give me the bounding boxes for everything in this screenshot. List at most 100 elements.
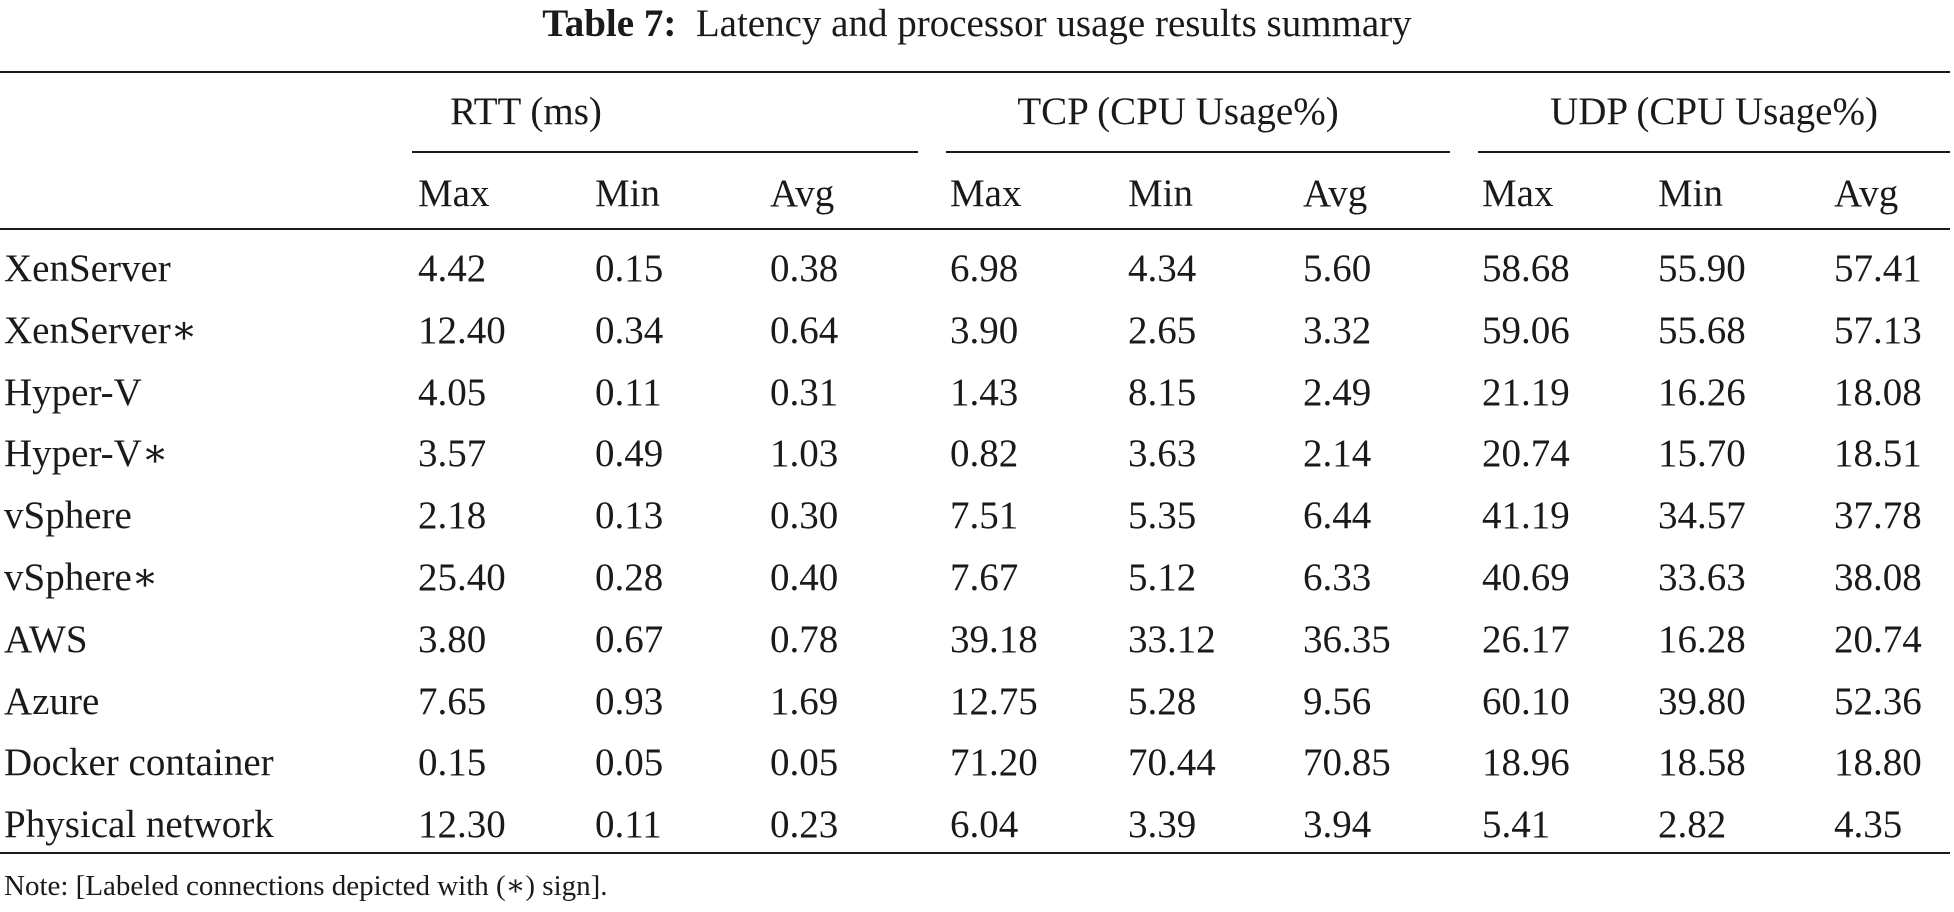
table-cell: 1.43 — [950, 371, 1019, 414]
group-header-3: UDP (CPU Usage%) — [1550, 90, 1878, 133]
table-cell: 15.70 — [1658, 432, 1746, 475]
row-label: Azure — [4, 680, 100, 723]
table-cell: 36.35 — [1303, 618, 1391, 661]
row-label: vSphere — [4, 494, 132, 537]
table-cell: 39.80 — [1658, 680, 1746, 723]
table-cell: 7.65 — [418, 680, 487, 723]
bottom-rule — [0, 852, 1950, 854]
column-header-6: Avg — [1303, 172, 1368, 215]
table-cell: 4.42 — [418, 247, 487, 290]
table-cell: 20.74 — [1834, 618, 1922, 661]
table-cell: 18.58 — [1658, 741, 1746, 784]
top-rule — [0, 71, 1950, 73]
row-label: Docker container — [4, 741, 274, 784]
table-cell: 0.23 — [770, 803, 839, 846]
column-header-7: Max — [1482, 172, 1554, 215]
table-cell: 0.05 — [770, 741, 839, 784]
table-cell: 9.56 — [1303, 680, 1372, 723]
table-cell: 3.39 — [1128, 803, 1197, 846]
table-cell: 0.64 — [770, 309, 839, 352]
column-header-4: Max — [950, 172, 1022, 215]
table-cell: 0.82 — [950, 432, 1019, 475]
table-cell: 6.44 — [1303, 494, 1372, 537]
table-cell: 5.60 — [1303, 247, 1372, 290]
table-cell: 33.12 — [1128, 618, 1216, 661]
table-cell: 6.33 — [1303, 556, 1372, 599]
table-cell: 0.38 — [770, 247, 839, 290]
table-cell: 55.90 — [1658, 247, 1746, 290]
table-cell: 0.67 — [595, 618, 664, 661]
table-cell: 33.63 — [1658, 556, 1746, 599]
table-cell: 0.05 — [595, 741, 664, 784]
table-cell: 0.78 — [770, 618, 839, 661]
table-cell: 5.41 — [1482, 803, 1551, 846]
table-cell: 2.49 — [1303, 371, 1372, 414]
table-cell: 16.26 — [1658, 371, 1746, 414]
table-cell: 0.15 — [595, 247, 664, 290]
row-label: Hyper-V — [4, 371, 142, 414]
table-cell: 39.18 — [950, 618, 1038, 661]
table-cell: 1.69 — [770, 680, 839, 723]
group-rule-1 — [412, 151, 918, 153]
table-caption-text: Latency and processor usage results summ… — [695, 2, 1412, 45]
row-label: AWS — [4, 618, 88, 661]
table-cell: 7.51 — [950, 494, 1019, 537]
table-cell: 0.40 — [770, 556, 839, 599]
table-cell: 0.13 — [595, 494, 664, 537]
column-header-1: Max — [418, 172, 490, 215]
row-label: Hyper-V∗ — [4, 432, 169, 475]
table-cell: 0.28 — [595, 556, 664, 599]
table-cell: 12.30 — [418, 803, 506, 846]
table-note: Note: [Labeled connections depicted with… — [4, 870, 608, 902]
header-rule — [0, 228, 1950, 230]
table-cell: 5.28 — [1128, 680, 1197, 723]
table-cell: 37.78 — [1834, 494, 1922, 537]
table-cell: 12.40 — [418, 309, 506, 352]
table-cell: 12.75 — [950, 680, 1038, 723]
table-cell: 0.93 — [595, 680, 664, 723]
table-cell: 3.90 — [950, 309, 1019, 352]
table-cell: 0.49 — [595, 432, 664, 475]
table-cell: 21.19 — [1482, 371, 1570, 414]
table-cell: 5.12 — [1128, 556, 1197, 599]
table-cell: 16.28 — [1658, 618, 1746, 661]
table-cell: 3.57 — [418, 432, 487, 475]
table-cell: 3.32 — [1303, 309, 1372, 352]
column-header-5: Min — [1128, 172, 1194, 215]
table-cell: 3.94 — [1303, 803, 1372, 846]
table-cell: 2.14 — [1303, 432, 1372, 475]
row-label: vSphere∗ — [4, 556, 159, 599]
row-label: Physical network — [4, 803, 274, 846]
group-header-1: RTT (ms) — [450, 90, 602, 133]
table-cell: 0.11 — [595, 803, 662, 846]
table-cell: 0.30 — [770, 494, 839, 537]
table-cell: 60.10 — [1482, 680, 1570, 723]
table-cell: 7.67 — [950, 556, 1019, 599]
table-cell: 25.40 — [418, 556, 506, 599]
table-cell: 2.65 — [1128, 309, 1197, 352]
table-cell: 38.08 — [1834, 556, 1922, 599]
column-header-8: Min — [1658, 172, 1724, 215]
row-label: XenServer — [4, 247, 171, 290]
column-header-2: Min — [595, 172, 661, 215]
table-cell: 4.34 — [1128, 247, 1197, 290]
table-cell: 2.82 — [1658, 803, 1727, 846]
table-cell: 18.80 — [1834, 741, 1922, 784]
table-cell: 59.06 — [1482, 309, 1570, 352]
table-cell: 5.35 — [1128, 494, 1197, 537]
table-cell: 18.08 — [1834, 371, 1922, 414]
table-cell: 34.57 — [1658, 494, 1746, 537]
table-cell: 57.13 — [1834, 309, 1922, 352]
table-cell: 6.04 — [950, 803, 1019, 846]
table-cell: 0.11 — [595, 371, 662, 414]
table-cell: 70.85 — [1303, 741, 1391, 784]
group-rule-2 — [946, 151, 1450, 153]
table-cell: 8.15 — [1128, 371, 1197, 414]
table-cell: 0.34 — [595, 309, 664, 352]
table-cell: 70.44 — [1128, 741, 1216, 784]
table-cell: 3.80 — [418, 618, 487, 661]
table-cell: 4.35 — [1834, 803, 1903, 846]
group-header-2: TCP (CPU Usage%) — [1017, 90, 1339, 133]
table-cell: 71.20 — [950, 741, 1038, 784]
table-cell: 20.74 — [1482, 432, 1570, 475]
